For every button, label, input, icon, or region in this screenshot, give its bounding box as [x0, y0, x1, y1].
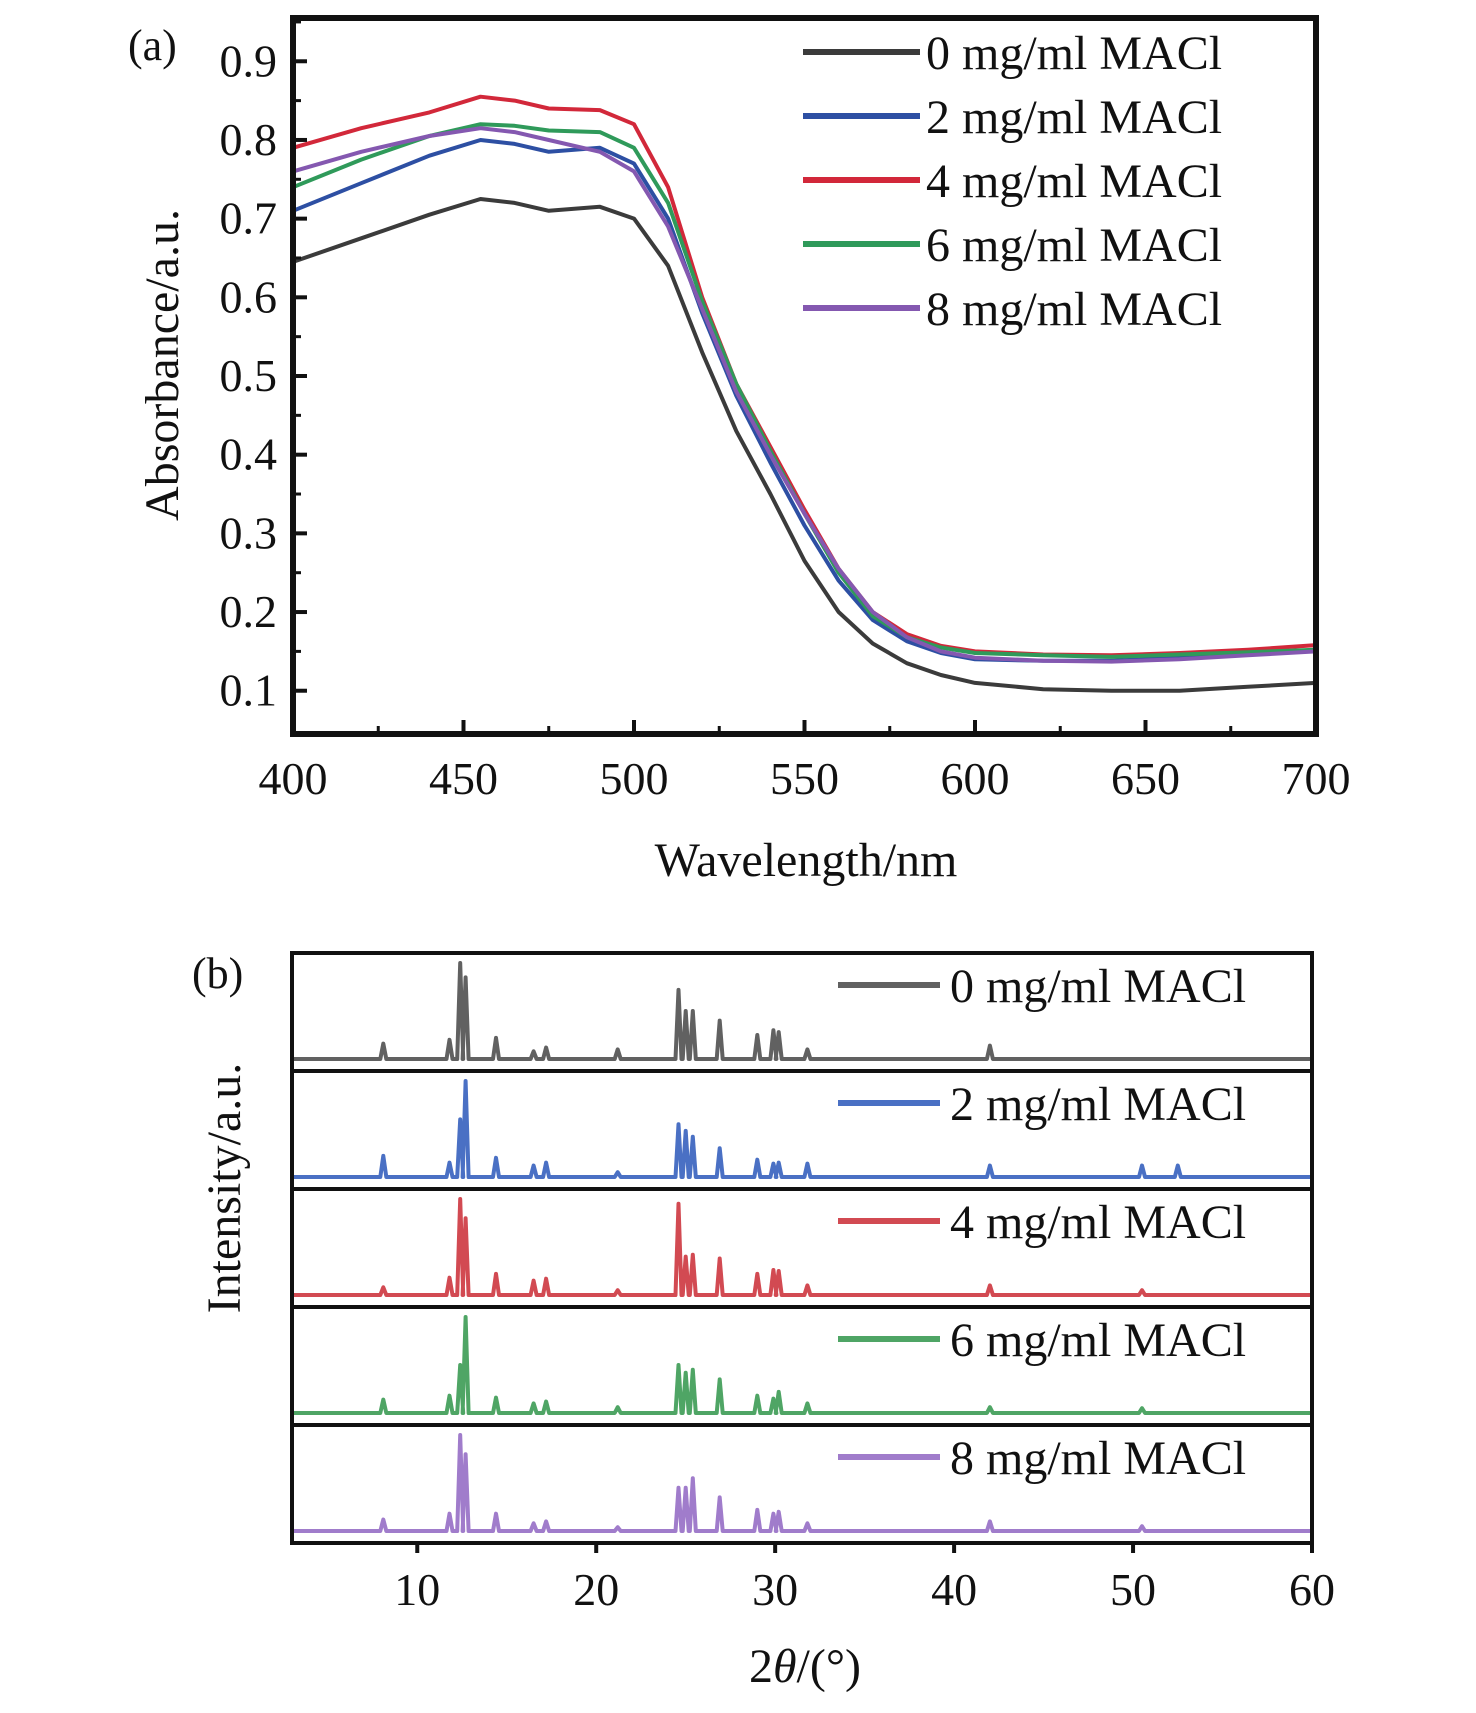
absorbance-x-axis-title: Wavelength/nm	[655, 834, 958, 887]
xrd-x-axis-title: 2θ/(°)	[749, 1640, 861, 1693]
panel-a-label: (a)	[128, 21, 177, 70]
absorbance-x-tick-label: 550	[770, 753, 839, 804]
xrd-x-tick-label: 40	[931, 1564, 977, 1615]
xrd-x-tick-label: 60	[1289, 1564, 1335, 1615]
absorbance-y-tick-label: 0.5	[220, 350, 278, 401]
absorbance-x-tick-label: 700	[1282, 753, 1351, 804]
absorbance-legend-label: 4 mg/ml MACl	[926, 155, 1222, 208]
xrd-x-tick-label: 10	[394, 1564, 440, 1615]
absorbance-x-axis: 400 450 500 550 600 650 700	[259, 720, 1351, 804]
xrd-subplot-frame	[290, 1423, 1314, 1545]
xrd-pattern-series-0	[292, 961, 1312, 1061]
xrd-patterns: 0 mg/ml MACl 2 mg/ml MACl 4 mg/ml MACl 6 mg…	[290, 951, 1314, 1545]
absorbance-curves	[292, 94, 1317, 693]
xrd-x-axis-title-symbol: θ	[773, 1640, 797, 1693]
absorbance-x-tick-label: 600	[941, 753, 1010, 804]
absorbance-y-axis-title: Absorbance/a.u.	[136, 209, 189, 521]
panel-b-label: (b)	[192, 949, 243, 998]
absorbance-x-tick-label: 450	[429, 753, 498, 804]
absorbance-x-tick-label: 500	[600, 753, 669, 804]
absorbance-line-series-0	[292, 197, 1317, 693]
xrd-pattern-series-3	[292, 1315, 1312, 1415]
xrd-x-axis: 10 20 30 40 50 60	[394, 1543, 1335, 1615]
xrd-legend-label-8mg: 8 mg/ml MACl	[950, 1432, 1246, 1485]
absorbance-line-series-4	[292, 126, 1317, 664]
absorbance-legend-label: 6 mg/ml MACl	[926, 219, 1222, 272]
absorbance-legend-label: 2 mg/ml MACl	[926, 91, 1222, 144]
absorbance-y-tick-label: 0.1	[220, 665, 278, 716]
absorbance-legend: 0 mg/ml MACl 2 mg/ml MACl 4 mg/ml MACl 6 mg…	[803, 27, 1222, 336]
xrd-pattern-series-4	[292, 1433, 1312, 1533]
xrd-panel: (b) 0 mg/ml MACl 2 mg/ml MACl 4 mg/ml MACl…	[192, 949, 1335, 1693]
xrd-pattern-series-1	[292, 1079, 1312, 1179]
absorbance-x-tick-label: 400	[259, 753, 328, 804]
absorbance-y-tick-label: 0.8	[220, 114, 278, 165]
xrd-legend-label-2mg: 2 mg/ml MACl	[950, 1078, 1246, 1131]
xrd-legend-label-6mg: 6 mg/ml MACl	[950, 1314, 1246, 1367]
absorbance-y-tick-label: 0.4	[220, 429, 278, 480]
xrd-x-tick-label: 20	[573, 1564, 619, 1615]
absorbance-y-tick-label: 0.9	[220, 35, 278, 86]
xrd-x-tick-label: 30	[752, 1564, 798, 1615]
xrd-x-axis-title-suffix: /(°)	[797, 1640, 862, 1693]
xrd-y-axis-title: Intensity/a.u.	[198, 1063, 251, 1314]
absorbance-panel: (a) 400 450 500 550 600 650 700 0.10.20.30.40.…	[128, 15, 1351, 887]
xrd-x-axis-title-prefix: 2	[749, 1640, 773, 1693]
xrd-legend-label-0mg: 0 mg/ml MACl	[950, 960, 1246, 1013]
absorbance-y-tick-label: 0.3	[220, 507, 278, 558]
absorbance-y-axis: 0.1 0.2 0.3 0.4 0.5 0.6 0.7 0.8 0.9	[220, 20, 307, 716]
absorbance-x-tick-label: 650	[1111, 753, 1180, 804]
xrd-legend-label-4mg: 4 mg/ml MACl	[950, 1196, 1246, 1249]
xrd-pattern-series-2	[292, 1197, 1312, 1297]
absorbance-y-tick-label: 0.2	[220, 586, 278, 637]
absorbance-y-tick-label: 0.6	[220, 271, 278, 322]
absorbance-legend-label: 0 mg/ml MACl	[926, 27, 1222, 80]
absorbance-y-tick-label: 0.7	[220, 193, 278, 244]
absorbance-legend-label: 8 mg/ml MACl	[926, 283, 1222, 336]
xrd-x-tick-label: 50	[1110, 1564, 1156, 1615]
